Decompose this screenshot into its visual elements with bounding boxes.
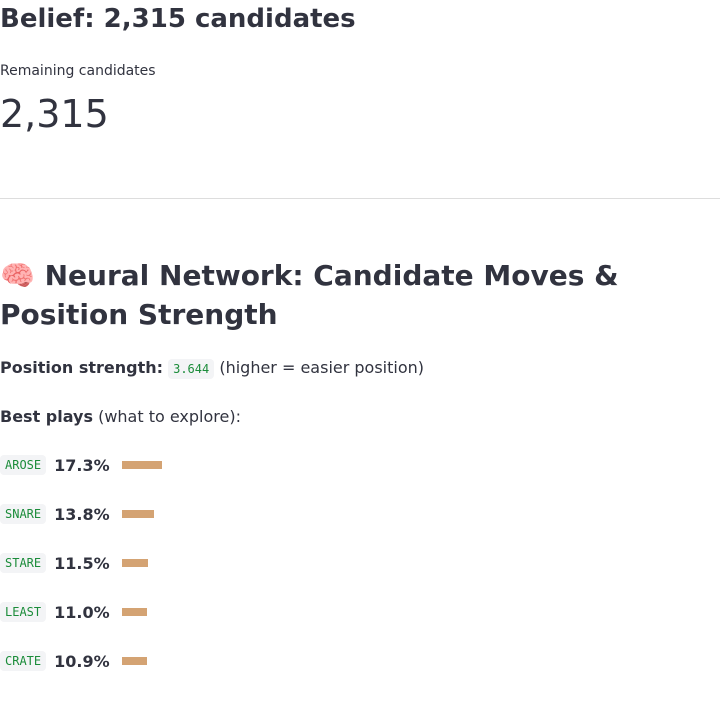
best-plays-line: Best plays (what to explore): bbox=[0, 407, 241, 426]
play-bar bbox=[121, 608, 148, 616]
metric-value: 2,315 bbox=[0, 92, 109, 136]
play-percent: 13.8% bbox=[54, 504, 110, 524]
play-row: CRATE 10.9% bbox=[0, 651, 147, 671]
play-word: STARE bbox=[0, 553, 47, 573]
play-percent: 11.0% bbox=[54, 602, 110, 622]
play-bar bbox=[121, 657, 147, 665]
play-word: LEAST bbox=[0, 602, 47, 622]
strength-label: Position strength: bbox=[0, 358, 164, 377]
header-title: Belief: 2,315 candidates bbox=[0, 4, 356, 34]
best-plays-note: (what to explore): bbox=[98, 407, 241, 426]
play-percent: 11.5% bbox=[54, 553, 110, 573]
divider bbox=[0, 198, 720, 199]
metric-label: Remaining candidates bbox=[0, 63, 156, 79]
play-word: CRATE bbox=[0, 651, 47, 671]
strength-note: (higher = easier position) bbox=[219, 358, 425, 377]
play-bar bbox=[121, 559, 149, 567]
play-percent: 10.9% bbox=[54, 651, 110, 671]
play-word: AROSE bbox=[0, 455, 47, 475]
section-title: 🧠 Neural Network: Candidate Moves & Posi… bbox=[0, 259, 619, 331]
play-row: LEAST 11.0% bbox=[0, 602, 148, 622]
best-plays-label: Best plays bbox=[0, 407, 93, 426]
play-word: SNARE bbox=[0, 504, 47, 524]
play-row: AROSE 17.3% bbox=[0, 455, 162, 475]
play-bar bbox=[121, 461, 162, 469]
play-row: SNARE 13.8% bbox=[0, 504, 154, 524]
play-row: STARE 11.5% bbox=[0, 553, 149, 573]
play-bar bbox=[121, 510, 154, 518]
strength-line: Position strength: 3.644 (higher = easie… bbox=[0, 358, 425, 379]
play-percent: 17.3% bbox=[54, 455, 110, 475]
strength-value: 3.644 bbox=[168, 359, 215, 379]
